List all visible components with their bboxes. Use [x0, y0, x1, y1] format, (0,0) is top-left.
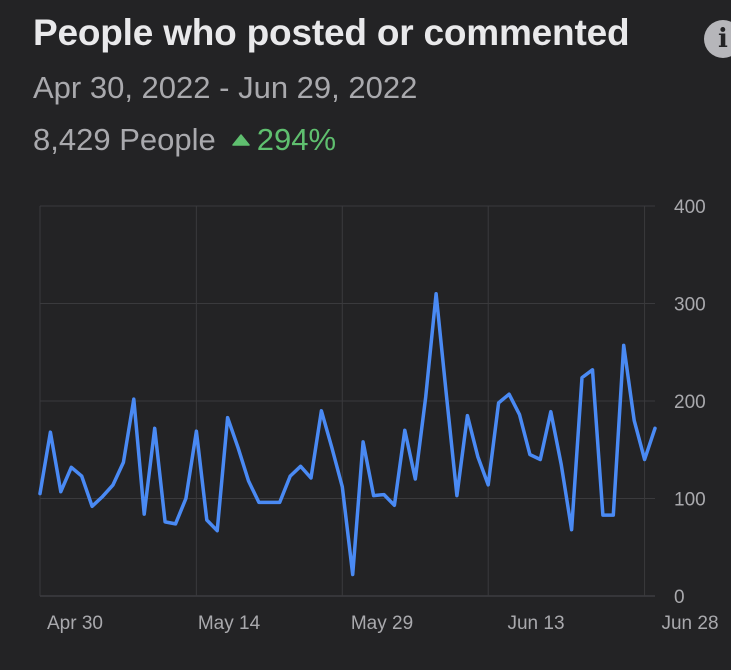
total-people: 8,429 People [33, 122, 216, 157]
series-line [38, 292, 657, 577]
title-row: People who posted or commented [33, 12, 731, 54]
summary: 8,429 People 294% [33, 122, 336, 158]
x-tick-label: Jun 28 [661, 613, 718, 634]
date-range: Apr 30, 2022 - Jun 29, 2022 [33, 70, 418, 105]
y-tick-label: 0 [674, 587, 685, 608]
x-tick-label: May 29 [351, 613, 413, 634]
x-tick-label: Jun 13 [507, 613, 564, 634]
x-tick-label: Apr 30 [47, 613, 103, 634]
x-tick-label: May 14 [198, 613, 261, 634]
y-tick-label: 100 [674, 490, 706, 511]
change-indicator: 294% [231, 122, 337, 158]
x-axis-labels: Apr 30 May 14 May 29 Jun 13 Jun 28 [47, 613, 719, 634]
y-tick-label: 400 [674, 197, 706, 218]
y-tick-label: 200 [674, 392, 706, 413]
chart-grid [39, 205, 655, 597]
info-icon[interactable]: i [704, 20, 731, 58]
y-axis-labels: 0 100 200 300 400 [674, 197, 706, 608]
change-percent: 294% [256, 122, 337, 157]
page-title: People who posted or commented [33, 12, 630, 53]
y-tick-label: 300 [674, 295, 706, 316]
triangle-up-icon [231, 134, 250, 146]
